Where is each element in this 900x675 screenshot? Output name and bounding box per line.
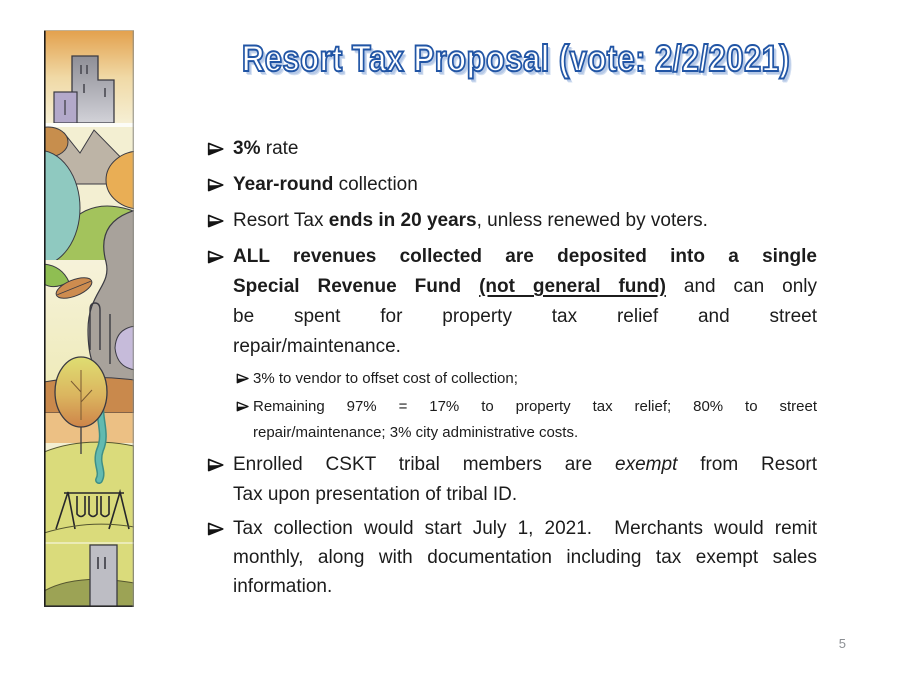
- decorative-artwork-strip: [44, 30, 134, 607]
- text-run: 3% to vendor to offset cost of collectio…: [253, 370, 518, 387]
- text-line: repair/maintenance.: [233, 332, 817, 362]
- text-run: Special Revenue Fund: [233, 276, 480, 297]
- arrowhead-bullet-icon: [236, 401, 249, 412]
- bullet-item: ALL revenues collected are deposited int…: [205, 242, 817, 362]
- text-line: Remaining 97% = 17% to property tax reli…: [253, 394, 817, 420]
- text-run: Remaining 97% = 17% to property tax reli…: [253, 398, 817, 415]
- text-run: rate: [260, 138, 299, 159]
- text-line: 3% to vendor to offset cost of collectio…: [253, 366, 817, 392]
- text-line: ALL revenues collected are deposited int…: [233, 242, 817, 272]
- text-line: Special Revenue Fund (not general fund) …: [233, 272, 817, 302]
- text-line: information.: [233, 572, 817, 601]
- text-line: be spent for property tax relief and str…: [233, 302, 817, 332]
- arrowhead-bullet-icon: [207, 458, 224, 472]
- arrowhead-bullet-icon: [236, 373, 249, 384]
- text-run: Resort Tax: [233, 210, 329, 231]
- bullet-item: 3% rate: [205, 134, 817, 164]
- text-run: Tax collection would start July 1, 2021.…: [233, 518, 817, 539]
- text-run: (not general fund): [479, 276, 666, 297]
- text-run: Tax upon presentation of tribal ID.: [233, 484, 518, 505]
- swing-set-shape: [55, 488, 130, 530]
- text-run: 3%: [233, 138, 261, 159]
- text-run: information.: [233, 576, 333, 597]
- arrowhead-bullet-icon: [207, 214, 224, 228]
- text-line: Year-round collection: [233, 170, 817, 200]
- arrowhead-bullet-icon: [207, 142, 224, 156]
- text-run: be spent for property tax relief and str…: [233, 306, 817, 327]
- text-line: Resort Tax ends in 20 years, unless rene…: [233, 206, 817, 236]
- text-run: exempt: [615, 454, 678, 475]
- text-line: repair/maintenance; 3% city administrati…: [253, 420, 817, 446]
- text-line: 3% rate: [233, 134, 817, 164]
- text-run: from Resort: [677, 454, 817, 475]
- bullet-item: Resort Tax ends in 20 years, unless rene…: [205, 206, 817, 236]
- page-number: 5: [838, 636, 846, 651]
- bullet-item: Year-round collection: [205, 170, 817, 200]
- text-run: ALL revenues collected are deposited int…: [233, 246, 817, 267]
- text-run: Enrolled CSKT tribal members are: [233, 454, 616, 475]
- text-line: Tax upon presentation of tribal ID.: [233, 480, 817, 510]
- bullet-item: Tax collection would start July 1, 2021.…: [205, 514, 817, 601]
- text-line: monthly, along with documentation includ…: [233, 543, 817, 572]
- arrowhead-bullet-icon: [207, 178, 224, 192]
- sub-bullet-item: 3% to vendor to offset cost of collectio…: [205, 366, 817, 392]
- text-run: repair/maintenance.: [233, 336, 401, 357]
- sub-bullet-item: Remaining 97% = 17% to property tax reli…: [205, 394, 817, 446]
- text-line: Enrolled CSKT tribal members are exempt …: [233, 450, 817, 480]
- text-run: , unless renewed by voters.: [476, 210, 708, 231]
- bullet-list: 3% rate Year-round collection Resort Tax…: [205, 134, 817, 601]
- text-run: repair/maintenance; 3% city administrati…: [253, 424, 579, 441]
- bullet-item: Enrolled CSKT tribal members are exempt …: [205, 450, 817, 510]
- arrowhead-bullet-icon: [207, 250, 224, 264]
- text-run: collection: [333, 174, 418, 195]
- text-run: and can only: [665, 276, 818, 297]
- house-shape: [89, 544, 118, 607]
- text-run: ends in 20 years: [328, 210, 477, 231]
- text-run: Year-round: [233, 174, 334, 195]
- arrowhead-bullet-icon: [207, 522, 224, 536]
- text-line: Tax collection would start July 1, 2021.…: [233, 514, 817, 543]
- text-run: monthly, along with documentation includ…: [233, 547, 817, 568]
- slide-title: Resort Tax Proposal (vote: 2/2/2021): [241, 37, 791, 80]
